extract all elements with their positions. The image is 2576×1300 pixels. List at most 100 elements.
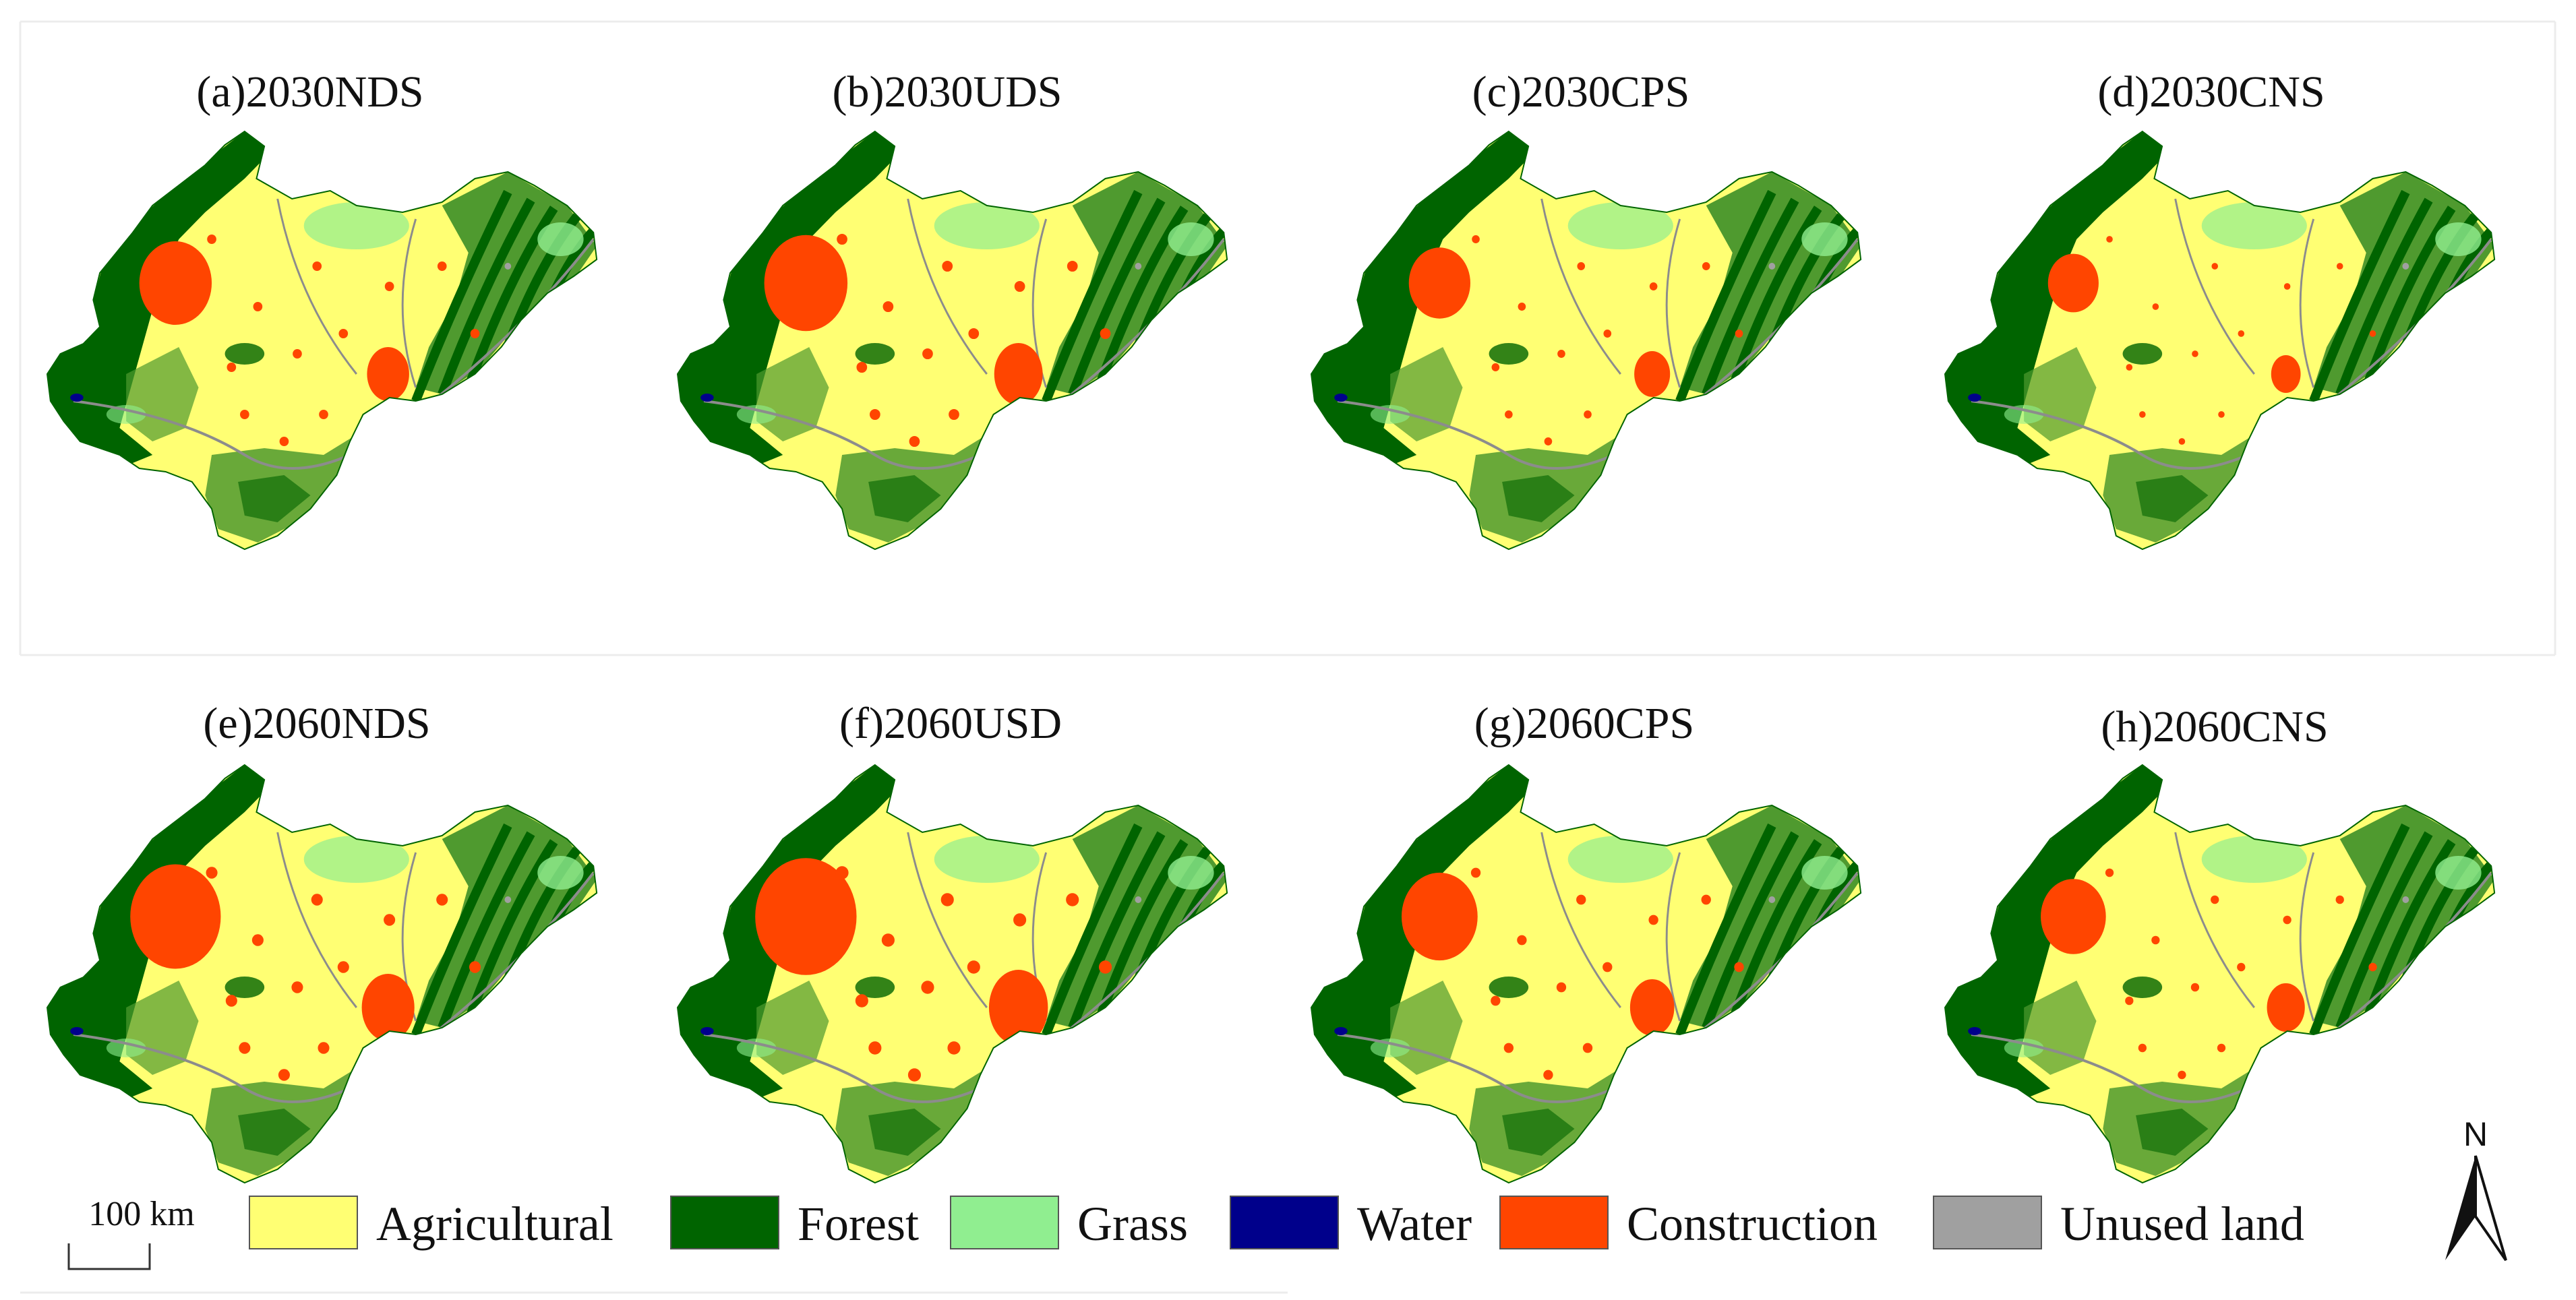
- construction-town: [338, 329, 349, 338]
- construction-chongqing: [2271, 355, 2301, 393]
- construction-town: [837, 233, 847, 245]
- map-landuse: [678, 765, 1228, 1183]
- legend-swatch: [950, 1196, 1059, 1249]
- southern-forest: [238, 475, 311, 522]
- unused-land-patch: [1135, 896, 1142, 903]
- grass-patch: [1370, 1039, 1410, 1057]
- mountain-ridge: [411, 823, 512, 1036]
- construction-town: [882, 301, 894, 313]
- construction-town: [2368, 962, 2377, 972]
- construction-town: [384, 282, 394, 291]
- map-panel: [1944, 130, 2496, 551]
- construction-town: [1577, 262, 1586, 270]
- grass-patch: [2004, 405, 2044, 424]
- grass-patch: [1801, 222, 1848, 256]
- construction-chongqing: [988, 970, 1048, 1045]
- north-arrow-icon: [2445, 1156, 2476, 1260]
- grass-patch: [1370, 405, 1410, 424]
- panel-title: (d)2030CNS: [2097, 67, 2325, 117]
- construction-town: [921, 981, 934, 994]
- construction-town: [2125, 996, 2134, 1005]
- river-tributary: [401, 218, 417, 388]
- construction-town: [942, 260, 953, 272]
- panel-title: (f)2060USD: [839, 699, 1062, 748]
- grass-patch: [303, 202, 409, 249]
- mountain-ridge: [2335, 197, 2433, 396]
- construction-town: [968, 328, 980, 340]
- unused-land-patch: [2402, 263, 2409, 270]
- construction-town: [225, 995, 237, 1007]
- construction-town: [947, 1041, 961, 1055]
- construction-town: [318, 1042, 330, 1054]
- construction-town: [1557, 350, 1565, 358]
- construction-town: [2335, 895, 2344, 904]
- mountain-ridge: [1728, 206, 1822, 390]
- water-body: [1334, 1027, 1348, 1035]
- construction-chengdu: [130, 864, 221, 969]
- construction-town: [907, 1068, 921, 1082]
- water-body: [700, 394, 714, 402]
- map-outline: [1944, 130, 2496, 551]
- mountain-ridge: [2362, 839, 2456, 1023]
- construction-town: [1098, 960, 1112, 974]
- map-landuse: [47, 131, 597, 549]
- legend-label: Water: [1357, 1197, 1472, 1251]
- grass-patch: [106, 1039, 146, 1057]
- mountain-ridge: [1068, 831, 1166, 1030]
- river-tributary: [907, 832, 988, 1008]
- legend-swatch: [1230, 1196, 1339, 1249]
- construction-town: [909, 435, 920, 447]
- southern-forest: [1502, 475, 1575, 522]
- river-tributary: [1665, 218, 1681, 388]
- forest-patch: [224, 343, 265, 365]
- construction-town: [239, 1042, 251, 1054]
- construction-town: [1544, 437, 1553, 445]
- grass-patch: [2201, 836, 2307, 883]
- construction-town: [311, 894, 323, 906]
- north-arrow-label: N: [2463, 1115, 2488, 1153]
- unused-land-patch: [1135, 263, 1142, 270]
- water-body: [70, 1027, 84, 1035]
- grass-patch: [1567, 202, 1673, 249]
- construction-town: [1503, 1043, 1514, 1053]
- construction-town: [1505, 410, 1513, 419]
- mountain-ridge: [1702, 197, 1799, 396]
- river-tributary: [907, 198, 988, 375]
- construction-chengdu: [755, 858, 857, 975]
- mountain-ridge: [1675, 823, 1776, 1036]
- panel-title: (h)2060CNS: [2101, 702, 2328, 751]
- mountain-ridge: [2362, 206, 2456, 390]
- water-body: [70, 394, 84, 402]
- construction-town: [1066, 893, 1079, 906]
- mountain-ridge: [1728, 839, 1822, 1023]
- construction-town: [855, 994, 868, 1008]
- construction-town: [279, 437, 289, 446]
- grass-patch: [1801, 856, 1848, 890]
- panel-title: (e)2060NDS: [203, 699, 430, 748]
- construction-town: [2238, 330, 2245, 337]
- river-tributary: [2174, 832, 2255, 1008]
- forest-patch: [224, 977, 265, 998]
- construction-town: [253, 302, 263, 311]
- construction-town: [949, 408, 959, 421]
- map-landuse: [1311, 765, 1861, 1183]
- construction-town: [1556, 982, 1567, 993]
- panel-title: (c)2030CPS: [1472, 67, 1690, 117]
- unused-land-patch: [2402, 896, 2409, 903]
- mountain-ridge: [1042, 823, 1143, 1036]
- river-tributary: [2299, 852, 2315, 1022]
- mountain-ridge: [438, 831, 535, 1030]
- mountain-ridge: [2309, 823, 2410, 1036]
- map-outline: [1310, 764, 1862, 1184]
- construction-town: [1603, 330, 1612, 338]
- southern-forest: [2136, 475, 2209, 522]
- mountain-ridge: [2309, 189, 2410, 403]
- construction-town: [2218, 411, 2225, 418]
- construction-chengdu: [2047, 253, 2099, 313]
- construction-town: [1491, 995, 1501, 1006]
- construction-chengdu: [1401, 872, 1478, 961]
- unused-land-patch: [1768, 263, 1776, 270]
- construction-chengdu: [764, 235, 848, 332]
- construction-town: [1584, 410, 1592, 419]
